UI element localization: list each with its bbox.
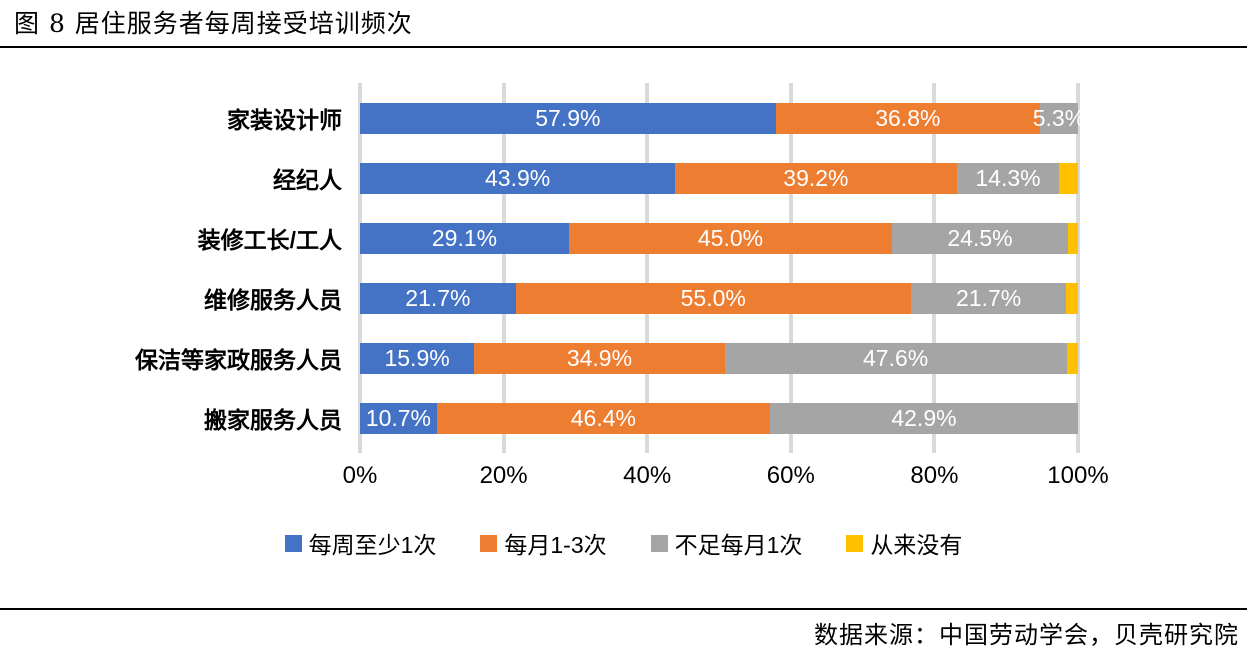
footer-divider bbox=[0, 608, 1247, 610]
category-label: 维修服务人员 bbox=[204, 287, 342, 313]
x-axis-tick-label: 0% bbox=[342, 462, 378, 489]
legend-item: 每周至少1次 bbox=[284, 526, 437, 560]
x-axis-tick-label: 60% bbox=[766, 462, 815, 489]
figure-title: 图 8 居住服务者每周接受培训频次 bbox=[14, 9, 413, 38]
category-label: 搬家服务人员 bbox=[204, 407, 342, 433]
bar-segment: 21.7% bbox=[910, 282, 1067, 314]
legend-swatch-icon bbox=[846, 534, 864, 552]
bar-row: 21.7% 55.0% 21.7% bbox=[360, 268, 1078, 328]
data-source: 数据来源：中国劳动学会，贝壳研究院 bbox=[814, 621, 1239, 649]
x-axis: 0% 20% 40% 60% 80% 100% bbox=[343, 462, 1109, 496]
figure-page: 图 8 居住服务者每周接受培训频次 家装设计师经纪人装修工长/工人维修服务人员保… bbox=[0, 9, 1247, 649]
gridline bbox=[358, 83, 362, 453]
legend-item: 不足每月1次 bbox=[650, 526, 803, 560]
category-label: 装修工长/工人 bbox=[197, 227, 342, 253]
x-axis-tick-label: 20% bbox=[479, 462, 528, 489]
bar-segment: 43.9% bbox=[360, 162, 676, 194]
legend-label: 不足每月1次 bbox=[674, 532, 803, 558]
legend-label: 每月1-3次 bbox=[504, 532, 607, 558]
segment-value-label: 21.7% bbox=[955, 284, 1022, 311]
gridline bbox=[1076, 83, 1080, 453]
bar-row: 15.9% 34.9% 47.6% bbox=[360, 328, 1078, 388]
segment-value-label: 43.9% bbox=[484, 164, 551, 191]
bar-segment: 24.5% bbox=[892, 222, 1068, 254]
gridline bbox=[788, 83, 793, 453]
category-label: 家装设计师 bbox=[227, 107, 342, 133]
bar-segment: 46.4% bbox=[436, 402, 770, 434]
bar-segment: 42.9% bbox=[769, 402, 1078, 434]
bar-segment: 55.0% bbox=[515, 282, 911, 314]
training-frequency-chart: 家装设计师经纪人装修工长/工人维修服务人员保洁等家政服务人员搬家服务人员 57.… bbox=[0, 83, 1247, 560]
legend-swatch-icon bbox=[650, 534, 668, 552]
x-axis-tick-label: 40% bbox=[623, 462, 672, 489]
segment-value-label: 42.9% bbox=[891, 404, 957, 431]
title-divider bbox=[0, 46, 1247, 48]
bar-row: 10.7% 46.4% 42.9% bbox=[360, 388, 1078, 448]
segment-value-label: 39.2% bbox=[783, 164, 849, 191]
bar-segment: 45.0% bbox=[568, 222, 893, 254]
plot-area: 57.9% 36.8% 5.3% 43.9% 39.2% 14.3% 29.1% 45.0% 2… bbox=[358, 83, 1085, 453]
bar-segment: 47.6% bbox=[724, 342, 1067, 374]
bar-segment: 5.3% bbox=[1033, 102, 1085, 134]
chart-body: 家装设计师经纪人装修工长/工人维修服务人员保洁等家政服务人员搬家服务人员 57.… bbox=[0, 83, 1093, 453]
bar-segment: 15.9% bbox=[360, 342, 475, 374]
category-label: 经纪人 bbox=[273, 167, 342, 193]
segment-value-label: 10.7% bbox=[365, 404, 432, 431]
segment-value-label: 46.4% bbox=[570, 404, 636, 431]
bars: 57.9% 36.8% 5.3% 43.9% 39.2% 14.3% 29.1% 45.0% 2… bbox=[360, 88, 1085, 448]
category-axis: 家装设计师经纪人装修工长/工人维修服务人员保洁等家政服务人员搬家服务人员 bbox=[0, 88, 360, 448]
bar-segment bbox=[1067, 222, 1078, 254]
legend-swatch-icon bbox=[480, 534, 498, 552]
bar-row: 57.9% 36.8% 5.3% bbox=[360, 88, 1085, 148]
segment-value-label: 34.9% bbox=[566, 344, 633, 371]
segment-value-label: 5.3% bbox=[1032, 104, 1086, 131]
bar-segment bbox=[1066, 282, 1078, 314]
gridline bbox=[645, 83, 650, 453]
bar-segment: 29.1% bbox=[360, 222, 569, 254]
bar-segment: 10.7% bbox=[360, 402, 437, 434]
legend-label: 每周至少1次 bbox=[308, 532, 437, 558]
category-label: 保洁等家政服务人员 bbox=[135, 347, 342, 373]
segment-value-label: 14.3% bbox=[975, 164, 1041, 191]
segment-value-label: 57.9% bbox=[535, 104, 601, 131]
bar-segment: 39.2% bbox=[675, 162, 957, 194]
legend-label: 从来没有 bbox=[870, 532, 963, 558]
legend-swatch-icon bbox=[284, 534, 302, 552]
bar-segment: 21.7% bbox=[360, 282, 516, 314]
gridline bbox=[501, 83, 506, 453]
legend: 每周至少1次 每月1-3次 不足每月1次 从来没有 bbox=[0, 526, 1247, 560]
legend-item: 从来没有 bbox=[846, 526, 962, 560]
segment-value-label: 45.0% bbox=[697, 224, 764, 251]
gridlines bbox=[358, 83, 1080, 453]
segment-value-label: 47.6% bbox=[863, 344, 929, 371]
bar-row: 29.1% 45.0% 24.5% bbox=[360, 208, 1078, 268]
legend-item: 每月1-3次 bbox=[480, 526, 607, 560]
segment-value-label: 15.9% bbox=[384, 344, 450, 371]
x-axis-tick-label: 100% bbox=[1047, 462, 1109, 489]
gridline bbox=[932, 83, 937, 453]
bar-segment: 36.8% bbox=[775, 102, 1040, 134]
bar-row: 43.9% 39.2% 14.3% bbox=[360, 148, 1078, 208]
bar-segment: 57.9% bbox=[360, 102, 776, 134]
segment-value-label: 55.0% bbox=[680, 284, 746, 311]
bar-segment: 34.9% bbox=[474, 342, 725, 374]
bar-segment bbox=[1059, 162, 1078, 194]
bar-segment: 14.3% bbox=[956, 162, 1060, 194]
segment-value-label: 21.7% bbox=[405, 284, 471, 311]
bar-segment bbox=[1066, 342, 1078, 374]
segment-value-label: 29.1% bbox=[431, 224, 498, 251]
segment-value-label: 24.5% bbox=[947, 224, 1013, 251]
x-axis-tick-label: 80% bbox=[910, 462, 959, 489]
segment-value-label: 36.8% bbox=[875, 104, 941, 131]
